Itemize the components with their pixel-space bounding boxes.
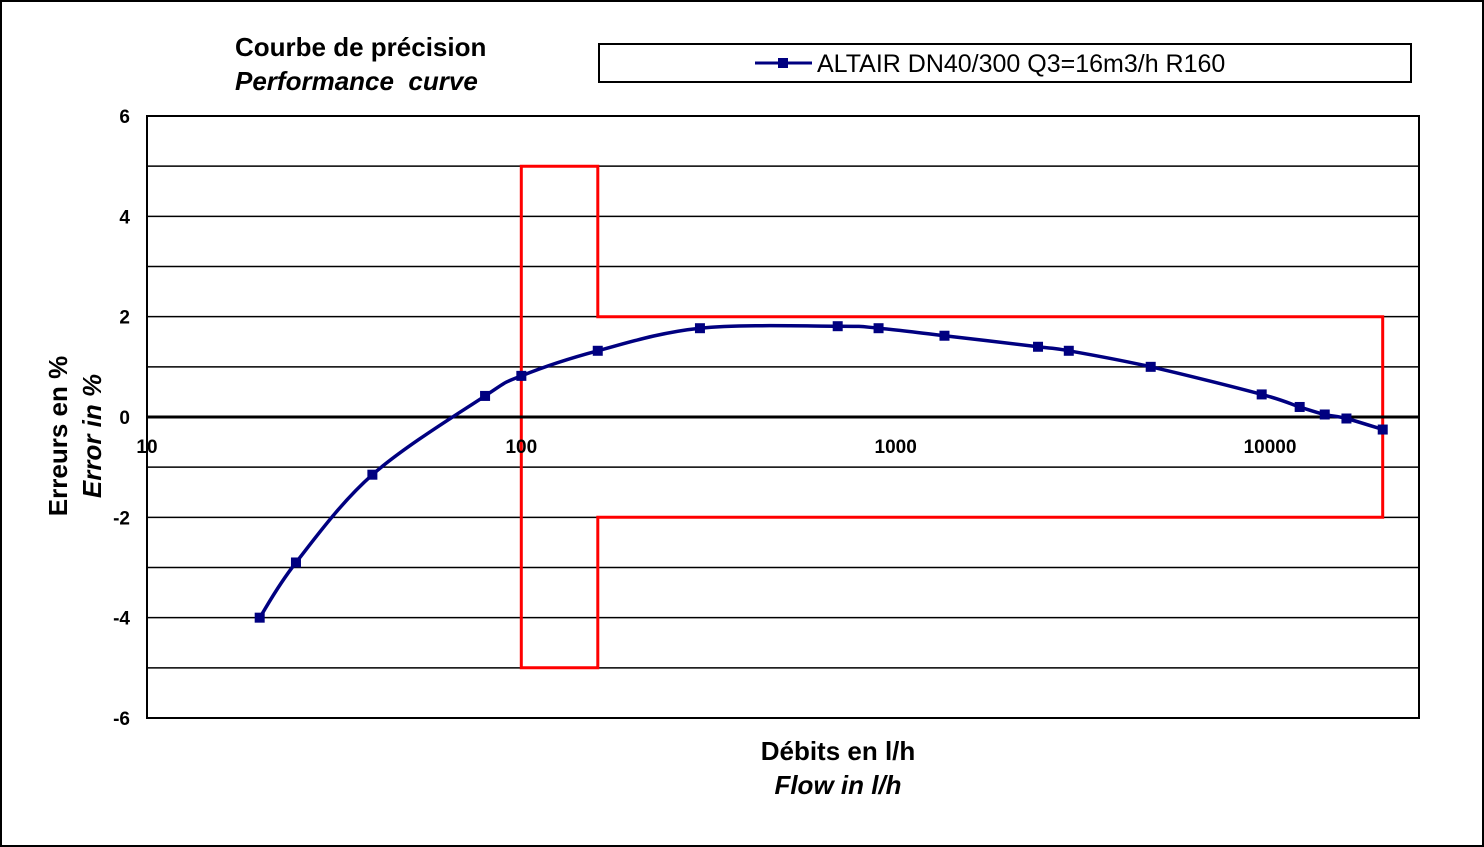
data-point-marker [1377,424,1388,435]
y-tick-label: -2 [113,508,130,529]
data-point-marker [480,390,491,401]
y-tick-label: 4 [119,207,130,228]
data-point-marker [592,345,603,356]
data-point-marker [1256,389,1267,400]
legend: ALTAIR DN40/300 Q3=16m3/h R160 [598,43,1412,83]
data-point-marker [1341,413,1352,424]
data-point-marker [254,612,265,623]
data-point-marker [1319,409,1330,420]
series-line [258,323,1384,619]
data-point-marker [939,330,950,341]
x-axis-ticks: 10 100 1000 10000 [136,437,1296,458]
x-tick-label: 100 [505,437,537,458]
data-point-marker [367,469,378,480]
x-axis-label-en: Flow in l/h [774,770,901,800]
y-tick-label: 2 [119,308,130,329]
data-point-marker [1063,345,1074,356]
legend-series-label: ALTAIR DN40/300 Q3=16m3/h R160 [817,50,1225,78]
series-layer [254,321,1388,623]
y-axis-label: Erreurs en % [43,356,73,516]
x-axis-label: Débits en l/h [761,736,916,766]
legend-marker-sample [778,58,788,68]
chart-subtitle: Performance curve [235,66,478,96]
y-tick-label: -6 [113,709,130,730]
data-point-marker [516,370,527,381]
data-point-marker [873,323,884,334]
y-tick-label: -4 [113,609,130,630]
data-point-marker [1294,401,1305,412]
data-point-marker [694,323,705,334]
x-tick-label: 10000 [1244,437,1297,458]
y-tick-label: 6 [119,107,130,128]
x-tick-label: 1000 [875,437,917,458]
data-point-marker [1033,341,1044,352]
y-axis-ticks: -6 -4 -2 0 2 4 6 [113,107,130,730]
data-point-marker [290,557,301,568]
data-point-marker [1145,361,1156,372]
legend-box [598,43,1412,83]
y-tick-label: 0 [119,408,130,429]
data-point-marker [832,321,843,332]
chart-title: Courbe de précision [235,32,486,62]
tolerance-limits [519,164,1385,670]
x-tick-label: 10 [136,437,157,458]
y-axis-label-en: Error in % [77,374,107,498]
tolerance-outline [519,164,1385,670]
